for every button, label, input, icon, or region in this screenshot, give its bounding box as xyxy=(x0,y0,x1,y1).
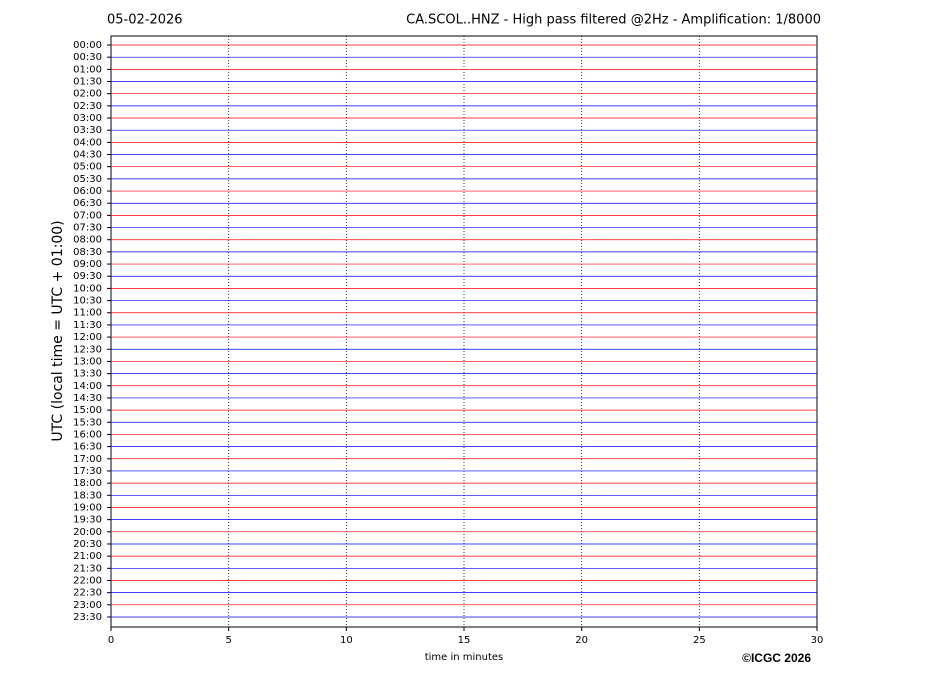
y-tick-label: 02:00 xyxy=(73,89,102,100)
y-tick-label: 22:00 xyxy=(73,575,102,586)
y-tick-label: 23:30 xyxy=(73,612,102,623)
y-tick-label: 21:00 xyxy=(73,551,102,562)
y-tick-label: 17:00 xyxy=(73,454,102,465)
y-tick-label: 06:00 xyxy=(73,186,102,197)
y-tick-label: 22:30 xyxy=(73,588,102,599)
y-tick-label: 03:00 xyxy=(73,113,102,124)
y-tick-label: 15:30 xyxy=(73,417,102,428)
x-tick-label: 20 xyxy=(575,635,588,646)
y-tick-label: 08:30 xyxy=(73,247,102,258)
y-tick-label: 04:30 xyxy=(73,150,102,161)
y-tick-label: 00:00 xyxy=(73,40,102,51)
y-tick-label: 14:00 xyxy=(73,381,102,392)
y-tick-label: 11:00 xyxy=(73,308,102,319)
y-tick-label: 02:30 xyxy=(73,101,102,112)
y-tick-label: 06:30 xyxy=(73,198,102,209)
y-tick-label: 01:30 xyxy=(73,77,102,88)
y-tick-label: 12:00 xyxy=(73,332,102,343)
y-tick-label: 16:30 xyxy=(73,442,102,453)
y-tick-label: 00:30 xyxy=(73,52,102,63)
y-tick-label: 14:30 xyxy=(73,393,102,404)
y-tick-label: 23:00 xyxy=(73,600,102,611)
y-axis-label: UTC (local time = UTC + 01:00) xyxy=(50,220,66,441)
date-label: 05-02-2026 xyxy=(107,13,183,28)
x-tick-label: 30 xyxy=(811,635,824,646)
y-tick-label: 17:30 xyxy=(73,466,102,477)
x-axis-label: time in minutes xyxy=(425,652,504,663)
plot-frame xyxy=(110,35,818,628)
y-tick-label: 13:00 xyxy=(73,356,102,367)
y-tick-label: 03:30 xyxy=(73,125,102,136)
y-tick-label: 04:00 xyxy=(73,137,102,148)
y-tick-label: 18:30 xyxy=(73,490,102,501)
y-tick-label: 13:30 xyxy=(73,369,102,380)
x-tick-label: 10 xyxy=(340,635,353,646)
y-tick-label: 15:00 xyxy=(73,405,102,416)
y-tick-label: 21:30 xyxy=(73,563,102,574)
y-tick-label: 18:00 xyxy=(73,478,102,489)
y-tick-label: 20:00 xyxy=(73,527,102,538)
y-tick-label: 20:30 xyxy=(73,539,102,550)
x-tick-label: 5 xyxy=(225,635,231,646)
x-tick-label: 25 xyxy=(693,635,706,646)
x-tick-label: 0 xyxy=(108,635,114,646)
y-tick-label: 19:00 xyxy=(73,502,102,513)
chart-title: CA.SCOL..HNZ - High pass filtered @2Hz -… xyxy=(406,13,821,28)
y-tick-label: 01:00 xyxy=(73,64,102,75)
y-tick-label: 05:30 xyxy=(73,174,102,185)
y-tick-label: 08:00 xyxy=(73,235,102,246)
y-tick-label: 07:30 xyxy=(73,223,102,234)
y-tick-label: 16:00 xyxy=(73,429,102,440)
y-tick-label: 05:00 xyxy=(73,162,102,173)
y-tick-label: 10:00 xyxy=(73,283,102,294)
y-tick-label: 07:00 xyxy=(73,210,102,221)
y-tick-label: 09:00 xyxy=(73,259,102,270)
x-tick-label: 15 xyxy=(458,635,471,646)
y-tick-label: 09:30 xyxy=(73,271,102,282)
y-tick-label: 11:30 xyxy=(73,320,102,331)
y-tick-label: 12:30 xyxy=(73,344,102,355)
y-tick-label: 10:30 xyxy=(73,296,102,307)
y-tick-label: 19:30 xyxy=(73,515,102,526)
credit: ©ICGC 2026 xyxy=(742,651,811,665)
